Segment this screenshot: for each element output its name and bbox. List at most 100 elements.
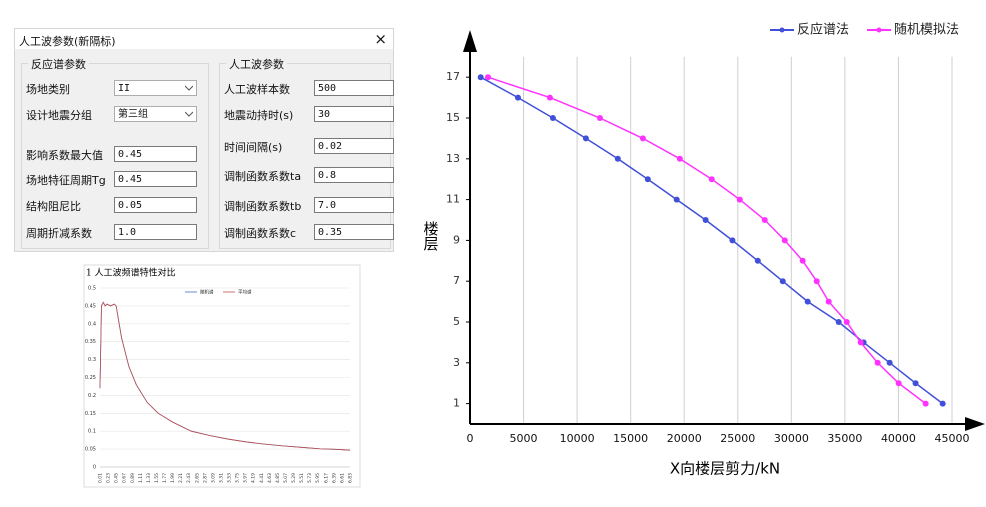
x-tick-label: 5.29: [291, 473, 297, 483]
y-tick-label: 1: [453, 397, 460, 410]
x-tick-label: 3.97: [243, 473, 249, 483]
field-label: 调制函数系数c: [224, 227, 297, 240]
data-point: [761, 217, 768, 223]
data-point: [895, 380, 902, 387]
data-point: [644, 176, 651, 183]
x-tick-label: 20000: [667, 432, 702, 445]
x-tick-label: 5.95: [315, 473, 321, 483]
data-point: [596, 115, 603, 121]
text-input[interactable]: 0.35: [314, 224, 394, 240]
x-tick-label: 5.07: [283, 473, 289, 483]
field-value: 0.02: [318, 141, 343, 152]
close-button[interactable]: ×: [374, 30, 387, 48]
data-point: [614, 155, 621, 162]
legend-marker: [779, 27, 785, 33]
y-tick-label: 15: [446, 111, 460, 124]
data-point: [639, 135, 646, 142]
dialog-title: 人工波参数(新隔标): [19, 35, 116, 48]
field-value: 500: [318, 83, 337, 94]
legend-label: 平均谱: [238, 289, 252, 296]
y-tick-label: 7: [453, 274, 460, 287]
field-value: 第三组: [118, 109, 148, 120]
text-input[interactable]: 0.05: [114, 197, 197, 213]
x-tick-label: 1.55: [154, 473, 160, 483]
x-tick-label: 0.89: [130, 473, 136, 483]
field-label: 时间间隔(s): [224, 141, 283, 154]
data-point: [708, 176, 715, 183]
dialog: 人工波参数(新隔标) × 反应谱参数 场地类别 II 设计地震分组 第三组 影响系数最大…: [14, 28, 394, 252]
y-tick-label: 13: [446, 152, 460, 165]
data-point: [514, 94, 521, 101]
field-label: 场地类别: [26, 83, 70, 96]
y-tick-label: 0: [93, 465, 96, 471]
field-label: 调制函数系数ta: [224, 170, 302, 183]
data-point: [912, 380, 919, 387]
field-value: 1.0: [118, 227, 137, 238]
data-point: [779, 278, 786, 285]
y-tick-label: 3: [453, 356, 460, 369]
x-tick-label: 0: [467, 432, 474, 445]
data-point: [676, 155, 683, 162]
text-input[interactable]: 7.0: [314, 197, 394, 213]
group-box: 反应谱参数 场地类别 II 设计地震分组 第三组 影响系数最大值 0.45 场地特征周期Tg…: [21, 56, 209, 249]
chart-title: 1 人工波频谱特性对比: [86, 267, 176, 279]
field-value: 0.35: [318, 227, 343, 238]
dropdown[interactable]: II: [114, 80, 197, 96]
text-input[interactable]: 0.8: [314, 167, 394, 183]
series-line: [480, 76, 944, 405]
dropdown[interactable]: 第三组: [114, 106, 197, 122]
x-tick-label: 30000: [774, 432, 809, 445]
field-label: 场地特征周期Tg: [26, 174, 106, 187]
group-title: 人工波参数: [226, 56, 287, 72]
field-value: 7.0: [318, 200, 337, 211]
legend-marker: [876, 27, 882, 33]
text-input[interactable]: 500: [314, 80, 394, 96]
field-label: 地震动持时(s): [224, 109, 294, 122]
data-point: [843, 319, 850, 325]
x-tick-label: 1.99: [170, 473, 176, 483]
data-point: [673, 196, 680, 203]
y-tick-label: 0.3: [88, 357, 96, 363]
y-tick-label: 0.35: [85, 339, 96, 345]
x-tick-label: 3.31: [218, 473, 224, 483]
data-point: [702, 217, 709, 223]
x-tick-label: 3.53: [227, 473, 233, 483]
data-point: [484, 74, 491, 81]
text-input[interactable]: 0.02: [314, 138, 394, 154]
x-tick-label: 6.61: [339, 473, 345, 483]
x-tick-label: 25000: [720, 432, 755, 445]
field-label: 调制函数系数tb: [224, 200, 302, 213]
y-tick-label: 11: [446, 193, 460, 206]
y-tick-label: 5: [453, 315, 460, 328]
x-tick-label: 45000: [935, 432, 970, 445]
dialog-header: 人工波参数(新隔标) ×: [15, 29, 393, 49]
data-point: [922, 400, 929, 407]
y-tick-label: 0.15: [85, 411, 96, 417]
x-tick-label: 5000: [510, 432, 538, 445]
x-tick-label: 0.45: [114, 473, 120, 483]
data-point: [825, 298, 832, 305]
chart-frame: [83, 264, 361, 488]
data-point: [582, 135, 589, 142]
text-input[interactable]: 0.45: [114, 171, 197, 187]
x-tick-label: 4.63: [267, 473, 273, 483]
field-label: 设计地震分组: [26, 109, 92, 122]
x-tick-label: 0.23: [106, 473, 112, 483]
x-tick-label: 4.41: [259, 473, 265, 483]
text-input[interactable]: 1.0: [114, 224, 197, 240]
data-point: [549, 115, 556, 121]
data-point: [477, 74, 484, 81]
field-label: 周期折减系数: [26, 227, 92, 240]
data-point: [546, 94, 553, 101]
y-tick-label: 0.1: [88, 429, 96, 435]
x-tick-label: 40000: [881, 432, 916, 445]
text-input[interactable]: 30: [314, 106, 394, 122]
text-input[interactable]: 0.45: [114, 146, 197, 162]
group-title: 反应谱参数: [28, 56, 89, 72]
y-tick-label: 9: [453, 233, 460, 246]
series-line: [99, 301, 351, 451]
x-tick-label: 0.67: [122, 473, 128, 483]
data-point: [939, 400, 946, 407]
